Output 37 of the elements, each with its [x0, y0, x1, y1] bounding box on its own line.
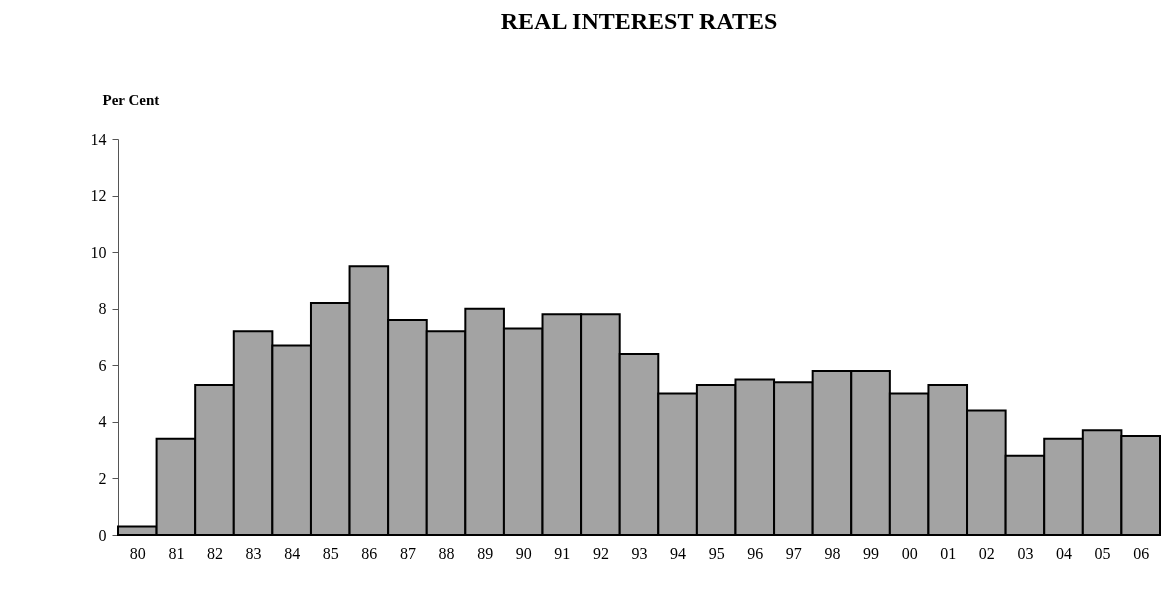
- x-tick-label: 92: [592, 544, 609, 562]
- x-tick-label: 99: [863, 544, 880, 562]
- y-tick-label: 0: [98, 526, 107, 544]
- y-tick-label: 12: [90, 187, 107, 205]
- x-tick-label: 03: [1017, 544, 1034, 562]
- x-tick-label: 86: [361, 544, 378, 562]
- x-tick-label: 01: [940, 544, 957, 562]
- y-tick-label: 14: [90, 130, 107, 148]
- x-tick-label: 05: [1094, 544, 1111, 562]
- x-tick-label: 80: [129, 544, 146, 562]
- y-tick-label: 10: [90, 243, 107, 261]
- x-tick-label: 93: [631, 544, 648, 562]
- x-tick-label: 82: [206, 544, 223, 562]
- x-tick-label: 00: [901, 544, 918, 562]
- x-tick-label: 84: [284, 544, 301, 562]
- y-tick-label: 8: [98, 300, 107, 318]
- x-tick-label: 97: [785, 544, 802, 562]
- y-tick-label: 2: [98, 469, 107, 487]
- x-tick-label: 96: [747, 544, 764, 562]
- x-tick-label: 88: [438, 544, 455, 562]
- x-tick-label: 81: [168, 544, 185, 562]
- x-tick-label: 91: [554, 544, 571, 562]
- chart-title: REAL INTEREST RATES: [500, 8, 778, 34]
- x-tick-label: 02: [978, 544, 995, 562]
- x-tick-label: 87: [399, 544, 416, 562]
- y-tick-label: 6: [98, 356, 107, 374]
- y-axis-title: Per Cent: [102, 91, 160, 108]
- x-tick-label: 90: [515, 544, 532, 562]
- x-tick-label: 06: [1133, 544, 1150, 562]
- x-tick-label: 98: [824, 544, 841, 562]
- y-tick-label: 4: [98, 413, 107, 431]
- x-tick-label: 94: [670, 544, 687, 562]
- x-tick-label: 89: [477, 544, 494, 562]
- x-tick-label: 85: [322, 544, 339, 562]
- x-tick-label: 04: [1056, 544, 1073, 562]
- x-tick-label: 95: [708, 544, 725, 562]
- x-tick-label: 83: [245, 544, 262, 562]
